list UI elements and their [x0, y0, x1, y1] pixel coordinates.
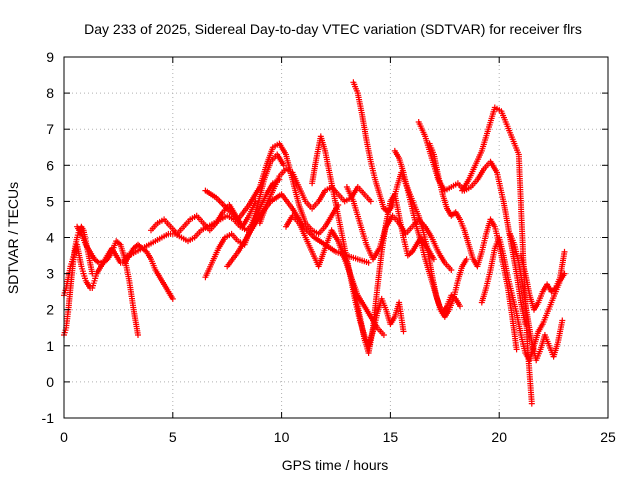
series-markers	[507, 230, 566, 364]
series-arc-8	[202, 140, 342, 237]
x-tick-label: 20	[491, 429, 507, 445]
y-tick-label: 2	[46, 302, 54, 318]
tick-layer: 0 5 10 15 20 25 -1 0 1 2 3 4 5 6 7 8 9	[42, 49, 616, 445]
series-markers	[256, 165, 374, 227]
series-markers	[478, 234, 568, 364]
x-tick-label: 25	[600, 429, 616, 445]
series-arc-16	[391, 147, 463, 317]
series-arc-20	[478, 234, 568, 364]
x-tick-label: 15	[383, 429, 399, 445]
series-arc-22	[518, 248, 568, 313]
y-tick-label: 5	[46, 193, 54, 209]
series-arc-12	[309, 133, 407, 349]
y-tick-label: 3	[46, 266, 54, 282]
series-arc-21	[507, 230, 566, 364]
x-tick-label: 10	[274, 429, 290, 445]
y-tick-label: 9	[46, 49, 54, 65]
y-tick-label: 4	[46, 230, 54, 246]
x-axis-label: GPS time / hours	[282, 457, 389, 473]
series-markers	[202, 140, 342, 237]
y-tick-label: 8	[46, 85, 54, 101]
series-markers	[148, 198, 259, 237]
series-arc-14	[343, 184, 455, 273]
y-axis-label: SDTVAR / TECUs	[5, 182, 21, 294]
series-markers	[391, 147, 463, 317]
series-markers	[518, 248, 568, 313]
series-arc-10	[256, 165, 374, 227]
series-arc-7	[202, 151, 287, 281]
x-tick-label: 0	[60, 429, 68, 445]
y-tick-label: 6	[46, 157, 54, 173]
series-arc-2	[61, 223, 96, 338]
y-tick-label: 0	[46, 374, 54, 390]
data-layer	[61, 79, 568, 407]
y-tick-label: 1	[46, 338, 54, 354]
y-tick-label: -1	[42, 410, 55, 426]
y-tick-label: 7	[46, 121, 54, 137]
x-tick-label: 5	[169, 429, 177, 445]
chart-title: Day 233 of 2025, Sidereal Day-to-day VTE…	[84, 21, 582, 37]
series-markers	[61, 223, 96, 338]
series-markers	[202, 151, 287, 281]
series-markers	[309, 133, 407, 349]
series-arc-6	[148, 198, 259, 237]
series-markers	[343, 184, 455, 273]
